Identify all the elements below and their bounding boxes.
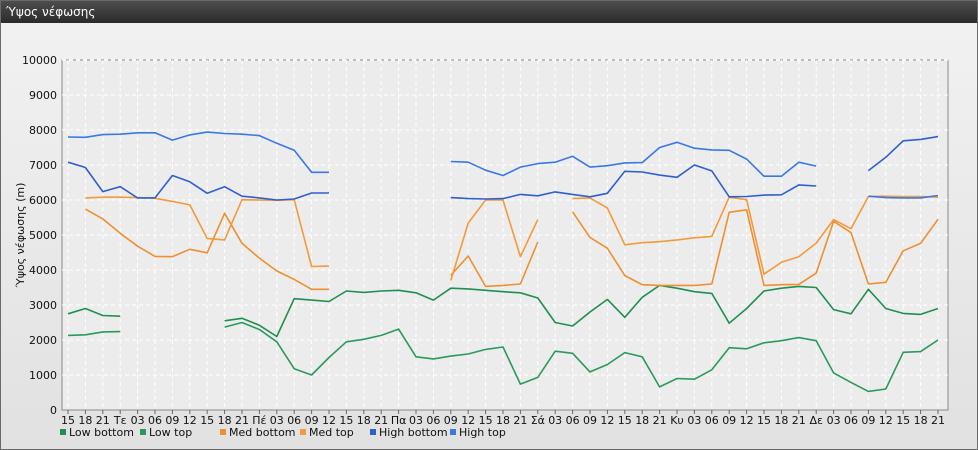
y-tick-label: 5000 — [29, 229, 57, 242]
legend-label: High bottom — [379, 426, 448, 439]
grid-lines — [62, 59, 948, 410]
x-tick-label: 03 — [827, 414, 841, 427]
x-tick-label: 15 — [61, 414, 75, 427]
window-title: Ύψος νέφωσης — [6, 5, 96, 19]
x-tick-label: 18 — [496, 414, 510, 427]
x-tick-label: 18 — [635, 414, 649, 427]
x-tick-label: 06 — [705, 414, 719, 427]
x-tick-label: Πέ — [252, 414, 266, 427]
legend-label: Low top — [149, 426, 192, 439]
x-tick-label: 03 — [409, 414, 423, 427]
x-tick-label: 06 — [287, 414, 301, 427]
x-tick-label: 15 — [339, 414, 353, 427]
x-tick-label: 03 — [548, 414, 562, 427]
x-tick-label: 03 — [131, 414, 145, 427]
y-tick-label: 9000 — [29, 89, 57, 102]
legend-swatch — [300, 429, 306, 435]
series-line-low-top — [67, 321, 939, 393]
x-tick-label: 03 — [270, 414, 284, 427]
legend: Low bottom Low top Med bottom Med top High b… — [60, 426, 506, 439]
series-lines — [67, 131, 939, 393]
x-tick-label: 06 — [844, 414, 858, 427]
y-tick-label: 3000 — [29, 299, 57, 312]
x-tick-label: 15 — [757, 414, 771, 427]
x-tick-label: 18 — [914, 414, 928, 427]
y-axis-ticks: 0 1000 2000 3000 4000 5000 6000 7000 8000 9000 100… — [22, 54, 57, 417]
x-tick-label: 06 — [426, 414, 440, 427]
legend-label: Med top — [309, 426, 354, 439]
x-tick-label: 12 — [183, 414, 197, 427]
x-tick-label: 12 — [600, 414, 614, 427]
x-tick-label: 15 — [479, 414, 493, 427]
y-axis-label: Ύψος νέφωσης (m) — [14, 183, 27, 289]
x-tick-label: 09 — [583, 414, 597, 427]
x-tick-label: Τε — [113, 414, 127, 427]
x-tick-label: 09 — [305, 414, 319, 427]
x-tick-label: 06 — [148, 414, 162, 427]
x-tick-label: 15 — [618, 414, 632, 427]
legend-label: Low bottom — [69, 426, 134, 439]
x-tick-label: 21 — [792, 414, 806, 427]
x-tick-label: 15 — [200, 414, 214, 427]
legend-label: High top — [459, 426, 506, 439]
x-tick-label: Κυ — [670, 414, 684, 427]
series-line-high-top — [67, 131, 939, 199]
x-tick-label: 09 — [165, 414, 179, 427]
x-tick-label: 21 — [374, 414, 388, 427]
x-tick-label: 21 — [653, 414, 667, 427]
x-tick-label: 12 — [879, 414, 893, 427]
x-tick-label: 12 — [322, 414, 336, 427]
series-line-low-bottom — [67, 284, 939, 338]
y-tick-label: 1000 — [29, 369, 57, 382]
x-tick-label: Σά — [531, 414, 545, 427]
x-tick-label: 21 — [96, 414, 110, 427]
y-tick-label: 6000 — [29, 194, 57, 207]
x-tick-label: 21 — [235, 414, 249, 427]
x-tick-label: 03 — [687, 414, 701, 427]
y-tick-label: 10000 — [22, 54, 57, 67]
x-tick-label: 06 — [566, 414, 580, 427]
x-tick-label: 09 — [722, 414, 736, 427]
x-tick-label: 18 — [218, 414, 232, 427]
series-line-high-bottom — [67, 135, 939, 201]
x-tick-label: 18 — [78, 414, 92, 427]
y-tick-label: 4000 — [29, 264, 57, 277]
legend-swatch — [450, 429, 456, 435]
y-tick-label: 7000 — [29, 159, 57, 172]
x-tick-label: 09 — [444, 414, 458, 427]
x-axis-ticks: 15 18 21 Τε 03 06 09 12 15 18 21 Πέ 03 06 09 12 15 18 21 Πα… — [61, 410, 945, 427]
x-tick-label: 15 — [896, 414, 910, 427]
series-line-med-bottom — [85, 208, 939, 291]
legend-swatch — [370, 429, 376, 435]
window-titlebar: Ύψος νέφωσης — [1, 1, 977, 23]
y-tick-label: 2000 — [29, 334, 57, 347]
x-tick-label: 21 — [513, 414, 527, 427]
x-tick-label: 18 — [357, 414, 371, 427]
legend-swatch — [60, 429, 66, 435]
x-tick-label: Πα — [391, 414, 407, 427]
x-tick-label: Δε — [809, 414, 823, 427]
legend-label: Med bottom — [229, 426, 296, 439]
x-tick-label: 12 — [461, 414, 475, 427]
y-tick-label: 0 — [50, 404, 57, 417]
x-tick-label: 21 — [931, 414, 945, 427]
x-tick-label: 12 — [740, 414, 754, 427]
legend-swatch — [140, 429, 146, 435]
y-tick-label: 8000 — [29, 124, 57, 137]
x-tick-label: 18 — [774, 414, 788, 427]
x-tick-label: 09 — [861, 414, 875, 427]
legend-swatch — [220, 429, 226, 435]
